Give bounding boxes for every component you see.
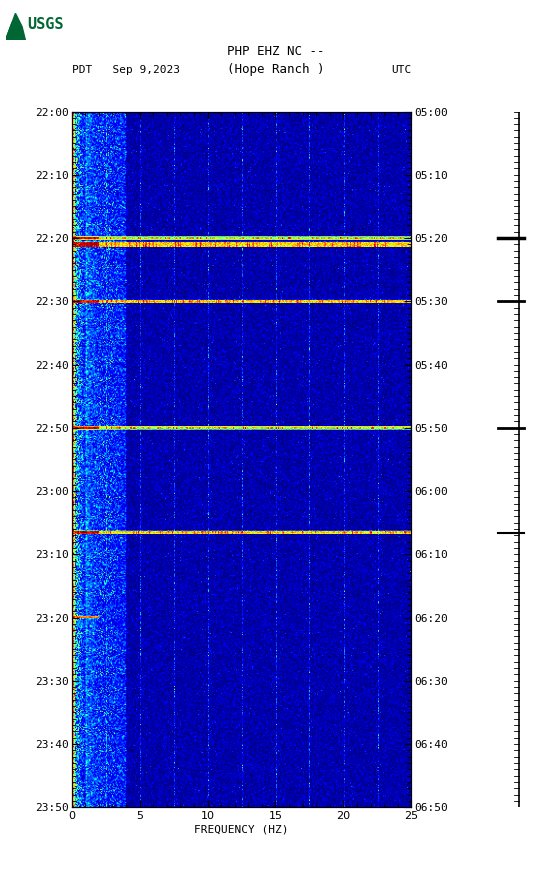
Text: PDT   Sep 9,2023: PDT Sep 9,2023	[72, 64, 180, 75]
Polygon shape	[6, 13, 25, 40]
Text: (Hope Ranch ): (Hope Ranch )	[227, 63, 325, 76]
Text: PHP EHZ NC --: PHP EHZ NC --	[227, 45, 325, 58]
Text: USGS: USGS	[28, 17, 64, 31]
Polygon shape	[6, 22, 19, 40]
Text: UTC: UTC	[391, 64, 411, 75]
X-axis label: FREQUENCY (HZ): FREQUENCY (HZ)	[194, 824, 289, 834]
